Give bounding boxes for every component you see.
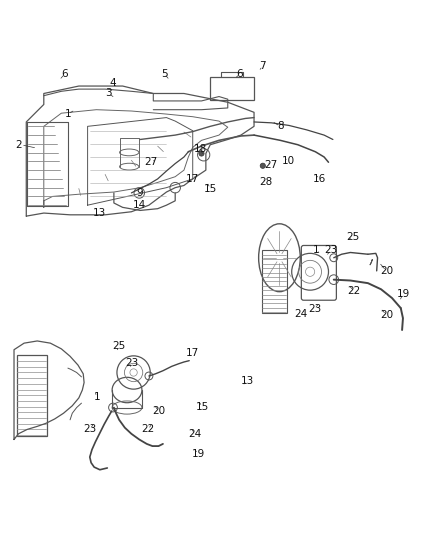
Text: 15: 15 <box>204 183 217 193</box>
Text: 3: 3 <box>105 88 112 99</box>
Text: 23: 23 <box>308 304 321 314</box>
Text: 13: 13 <box>93 208 106 218</box>
Text: 4: 4 <box>110 78 117 88</box>
Text: 25: 25 <box>346 232 359 242</box>
Text: 8: 8 <box>277 122 284 131</box>
Text: 24: 24 <box>295 309 308 319</box>
Text: 13: 13 <box>241 376 254 386</box>
Text: 20: 20 <box>380 310 393 320</box>
Text: 2: 2 <box>15 140 22 150</box>
Text: 16: 16 <box>313 174 326 184</box>
Text: 20: 20 <box>152 406 165 416</box>
Text: 25: 25 <box>113 341 126 351</box>
Bar <box>210 77 254 100</box>
Text: 23: 23 <box>83 424 96 434</box>
Text: 1: 1 <box>313 245 320 255</box>
Bar <box>262 250 287 313</box>
Text: 17: 17 <box>186 348 199 358</box>
Text: 19: 19 <box>396 289 410 298</box>
Text: 18: 18 <box>194 144 207 154</box>
Text: 10: 10 <box>282 156 295 166</box>
Text: 5: 5 <box>161 69 168 79</box>
Circle shape <box>199 151 204 156</box>
Text: 23: 23 <box>126 358 139 368</box>
Text: 22: 22 <box>347 286 360 296</box>
Text: 7: 7 <box>259 61 266 71</box>
Text: 28: 28 <box>260 177 273 188</box>
Text: 15: 15 <box>196 402 209 411</box>
Text: 17: 17 <box>186 174 199 184</box>
Circle shape <box>260 163 265 168</box>
Text: 6: 6 <box>237 69 244 79</box>
Text: 24: 24 <box>188 429 201 439</box>
Text: 14: 14 <box>133 200 146 210</box>
Text: 27: 27 <box>264 160 277 170</box>
Bar <box>17 355 47 436</box>
Text: 19: 19 <box>191 449 205 459</box>
Text: 23: 23 <box>324 245 337 255</box>
Text: 1: 1 <box>94 392 101 402</box>
Text: 9: 9 <box>136 188 143 198</box>
Text: 1: 1 <box>64 109 71 119</box>
Text: 27: 27 <box>145 157 158 167</box>
Text: 20: 20 <box>380 266 393 276</box>
Text: 6: 6 <box>61 69 68 79</box>
Text: 22: 22 <box>141 424 155 434</box>
